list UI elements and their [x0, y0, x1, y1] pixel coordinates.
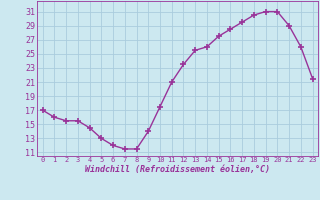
X-axis label: Windchill (Refroidissement éolien,°C): Windchill (Refroidissement éolien,°C) [85, 165, 270, 174]
